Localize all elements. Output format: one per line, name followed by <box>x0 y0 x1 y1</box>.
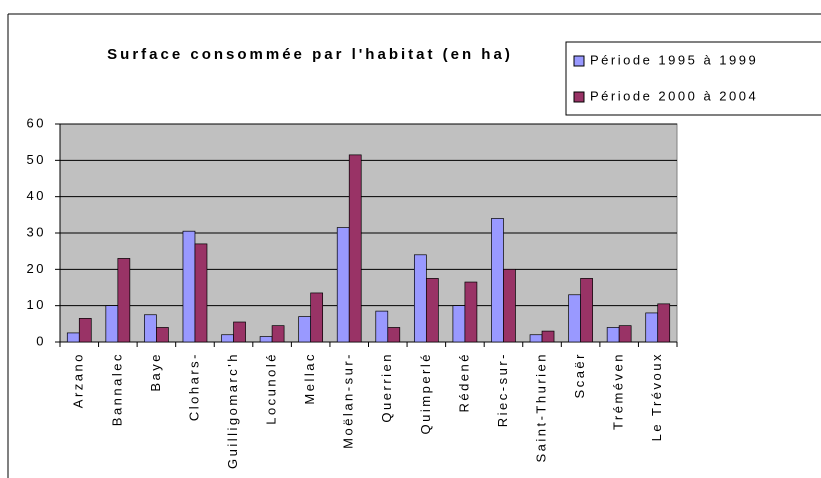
x-tick-label: Guilligomarc'h <box>225 352 240 469</box>
bar <box>336 227 350 343</box>
y-tick-label: 0 <box>36 333 46 348</box>
bar <box>375 310 389 343</box>
bar <box>606 327 620 343</box>
bar <box>144 314 157 343</box>
y-tick-label: 30 <box>27 224 46 239</box>
bar <box>618 325 632 343</box>
y-tick-label: 60 <box>27 115 46 130</box>
bar <box>387 327 401 343</box>
y-tick-label: 40 <box>27 188 46 203</box>
legend-label: Période 2000 à 2004 <box>590 88 758 103</box>
chart-title: Surface consommée par l'habitat (en ha) <box>107 46 513 63</box>
bar <box>657 303 671 343</box>
x-tick-label: Saint-Thurien <box>533 352 548 463</box>
bar <box>348 154 362 343</box>
x-tick-label: Clohars- <box>186 352 201 421</box>
bar <box>271 325 285 343</box>
bar <box>298 316 312 343</box>
legend-swatch <box>573 91 585 103</box>
bar <box>221 334 234 343</box>
x-tick-label: Arzano <box>71 352 86 408</box>
bar <box>425 278 439 343</box>
x-tick-label: Riec-sur- <box>495 352 510 427</box>
y-tick-label: 10 <box>27 297 46 312</box>
x-tick-label: Baye <box>148 352 163 392</box>
bar <box>259 336 273 343</box>
x-tick-label: Le Trévoux <box>649 352 664 441</box>
bar <box>117 258 131 343</box>
bar <box>310 292 324 343</box>
bar <box>580 278 593 343</box>
bar <box>78 318 92 343</box>
x-tick-label: Mellac <box>302 352 317 405</box>
x-tick-label: Rédené <box>456 352 471 413</box>
bar <box>491 218 504 343</box>
x-tick-label: Tréméven <box>611 352 626 430</box>
y-tick-label: 50 <box>27 152 46 167</box>
x-tick-label: Scaër <box>572 352 587 398</box>
y-tick-label: 20 <box>27 261 46 276</box>
legend-swatch <box>573 55 585 67</box>
bar <box>194 243 208 343</box>
bar <box>452 305 466 343</box>
bar <box>541 330 555 343</box>
bar <box>105 305 119 343</box>
x-tick-label: Locunolé <box>264 352 279 425</box>
bar <box>66 332 80 343</box>
bar <box>645 312 659 343</box>
bar <box>503 268 516 343</box>
x-tick-label: Moëlan-sur- <box>341 352 356 449</box>
bar <box>568 294 581 343</box>
bar <box>156 327 169 343</box>
bar <box>464 281 478 343</box>
x-tick-label: Querrien <box>379 352 394 423</box>
x-tick-label: Bannalec <box>109 352 124 426</box>
legend <box>565 41 821 116</box>
bar <box>182 230 196 343</box>
bar <box>529 334 543 343</box>
x-tick-label: Quimperlé <box>418 352 433 434</box>
legend-label: Période 1995 à 1999 <box>590 52 758 67</box>
bar <box>413 254 427 343</box>
bar <box>233 321 246 343</box>
